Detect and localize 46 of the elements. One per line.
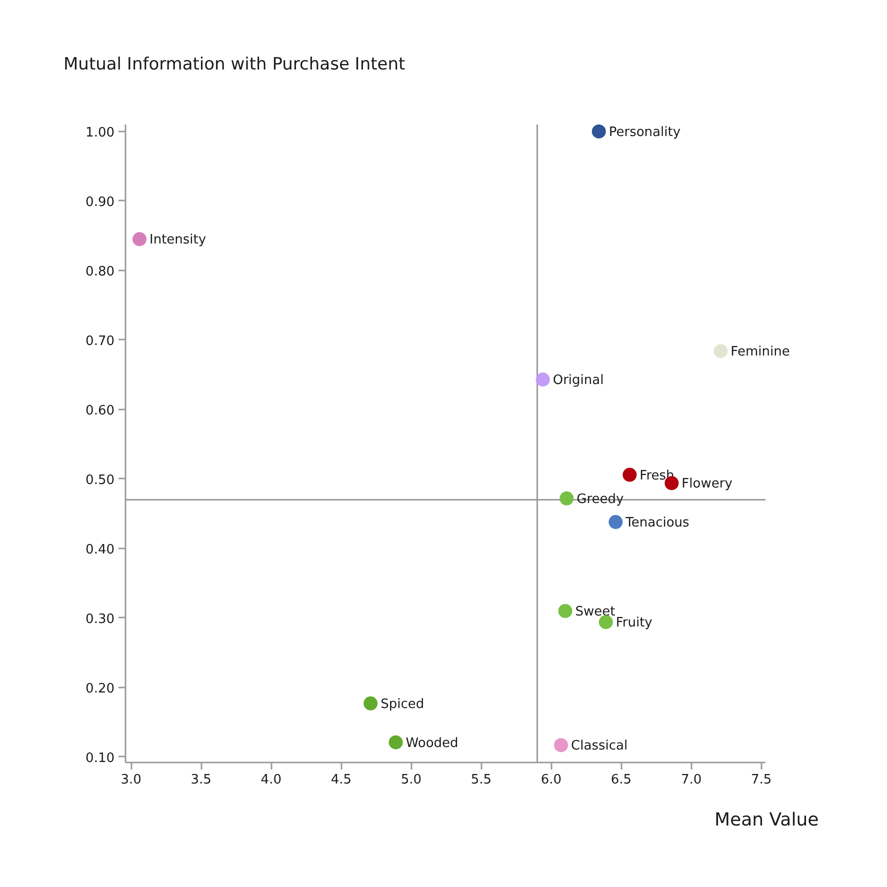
series-label: Classical bbox=[571, 738, 628, 754]
series-label: Sweet bbox=[575, 604, 616, 620]
y-tick-label: 0.70 bbox=[86, 334, 115, 349]
series-label: Flowery bbox=[682, 476, 733, 492]
series-label: Personality bbox=[608, 124, 681, 140]
x-tick-label: 5.5 bbox=[470, 772, 492, 788]
x-axis-title: Mean Value bbox=[714, 810, 819, 830]
series-label: Fruity bbox=[616, 616, 653, 631]
y-tick-label: 0.90 bbox=[86, 194, 115, 210]
point bbox=[608, 515, 623, 530]
y-tick-label: 0.60 bbox=[86, 403, 115, 418]
x-tick-label: 3.5 bbox=[190, 772, 212, 788]
point bbox=[714, 344, 728, 358]
series-label: Feminine bbox=[730, 344, 790, 360]
point bbox=[536, 372, 550, 387]
series-label: Intensity bbox=[150, 232, 206, 248]
y-tick-label: 0.30 bbox=[86, 612, 115, 627]
y-axis-title: Mutual Information with Purchase Intent bbox=[64, 54, 406, 74]
series-label: Tenacious bbox=[624, 516, 690, 531]
x-tick-label: 5.0 bbox=[400, 772, 422, 788]
point bbox=[622, 468, 637, 482]
y-tick-label: 0.20 bbox=[86, 681, 115, 696]
point bbox=[592, 124, 606, 138]
point bbox=[388, 735, 403, 750]
y-tick-label: 0.80 bbox=[86, 264, 115, 280]
x-tick-label: 6.0 bbox=[540, 772, 562, 788]
point bbox=[560, 491, 574, 506]
point bbox=[598, 615, 613, 630]
point bbox=[132, 232, 147, 246]
x-tick-label: 6.5 bbox=[610, 772, 632, 788]
point bbox=[558, 604, 572, 618]
x-tick-label: 7.0 bbox=[680, 772, 702, 788]
x-tick-label: 4.5 bbox=[330, 772, 352, 788]
x-tick-label: 3.0 bbox=[120, 772, 142, 788]
series-label: Spiced bbox=[380, 696, 424, 712]
y-tick-label: 0.10 bbox=[86, 750, 115, 766]
y-tick-label: 0.40 bbox=[86, 542, 115, 558]
x-tick-label: 4.0 bbox=[260, 772, 282, 788]
series-label: Wooded bbox=[406, 736, 458, 751]
series-label: Greedy bbox=[576, 492, 624, 507]
y-tick-label: 0.50 bbox=[86, 472, 115, 488]
x-tick-label: 7.5 bbox=[750, 772, 772, 788]
point bbox=[554, 738, 568, 752]
series-label: Original bbox=[552, 373, 604, 388]
point bbox=[364, 696, 378, 710]
y-tick-label: 1.00 bbox=[86, 125, 115, 140]
